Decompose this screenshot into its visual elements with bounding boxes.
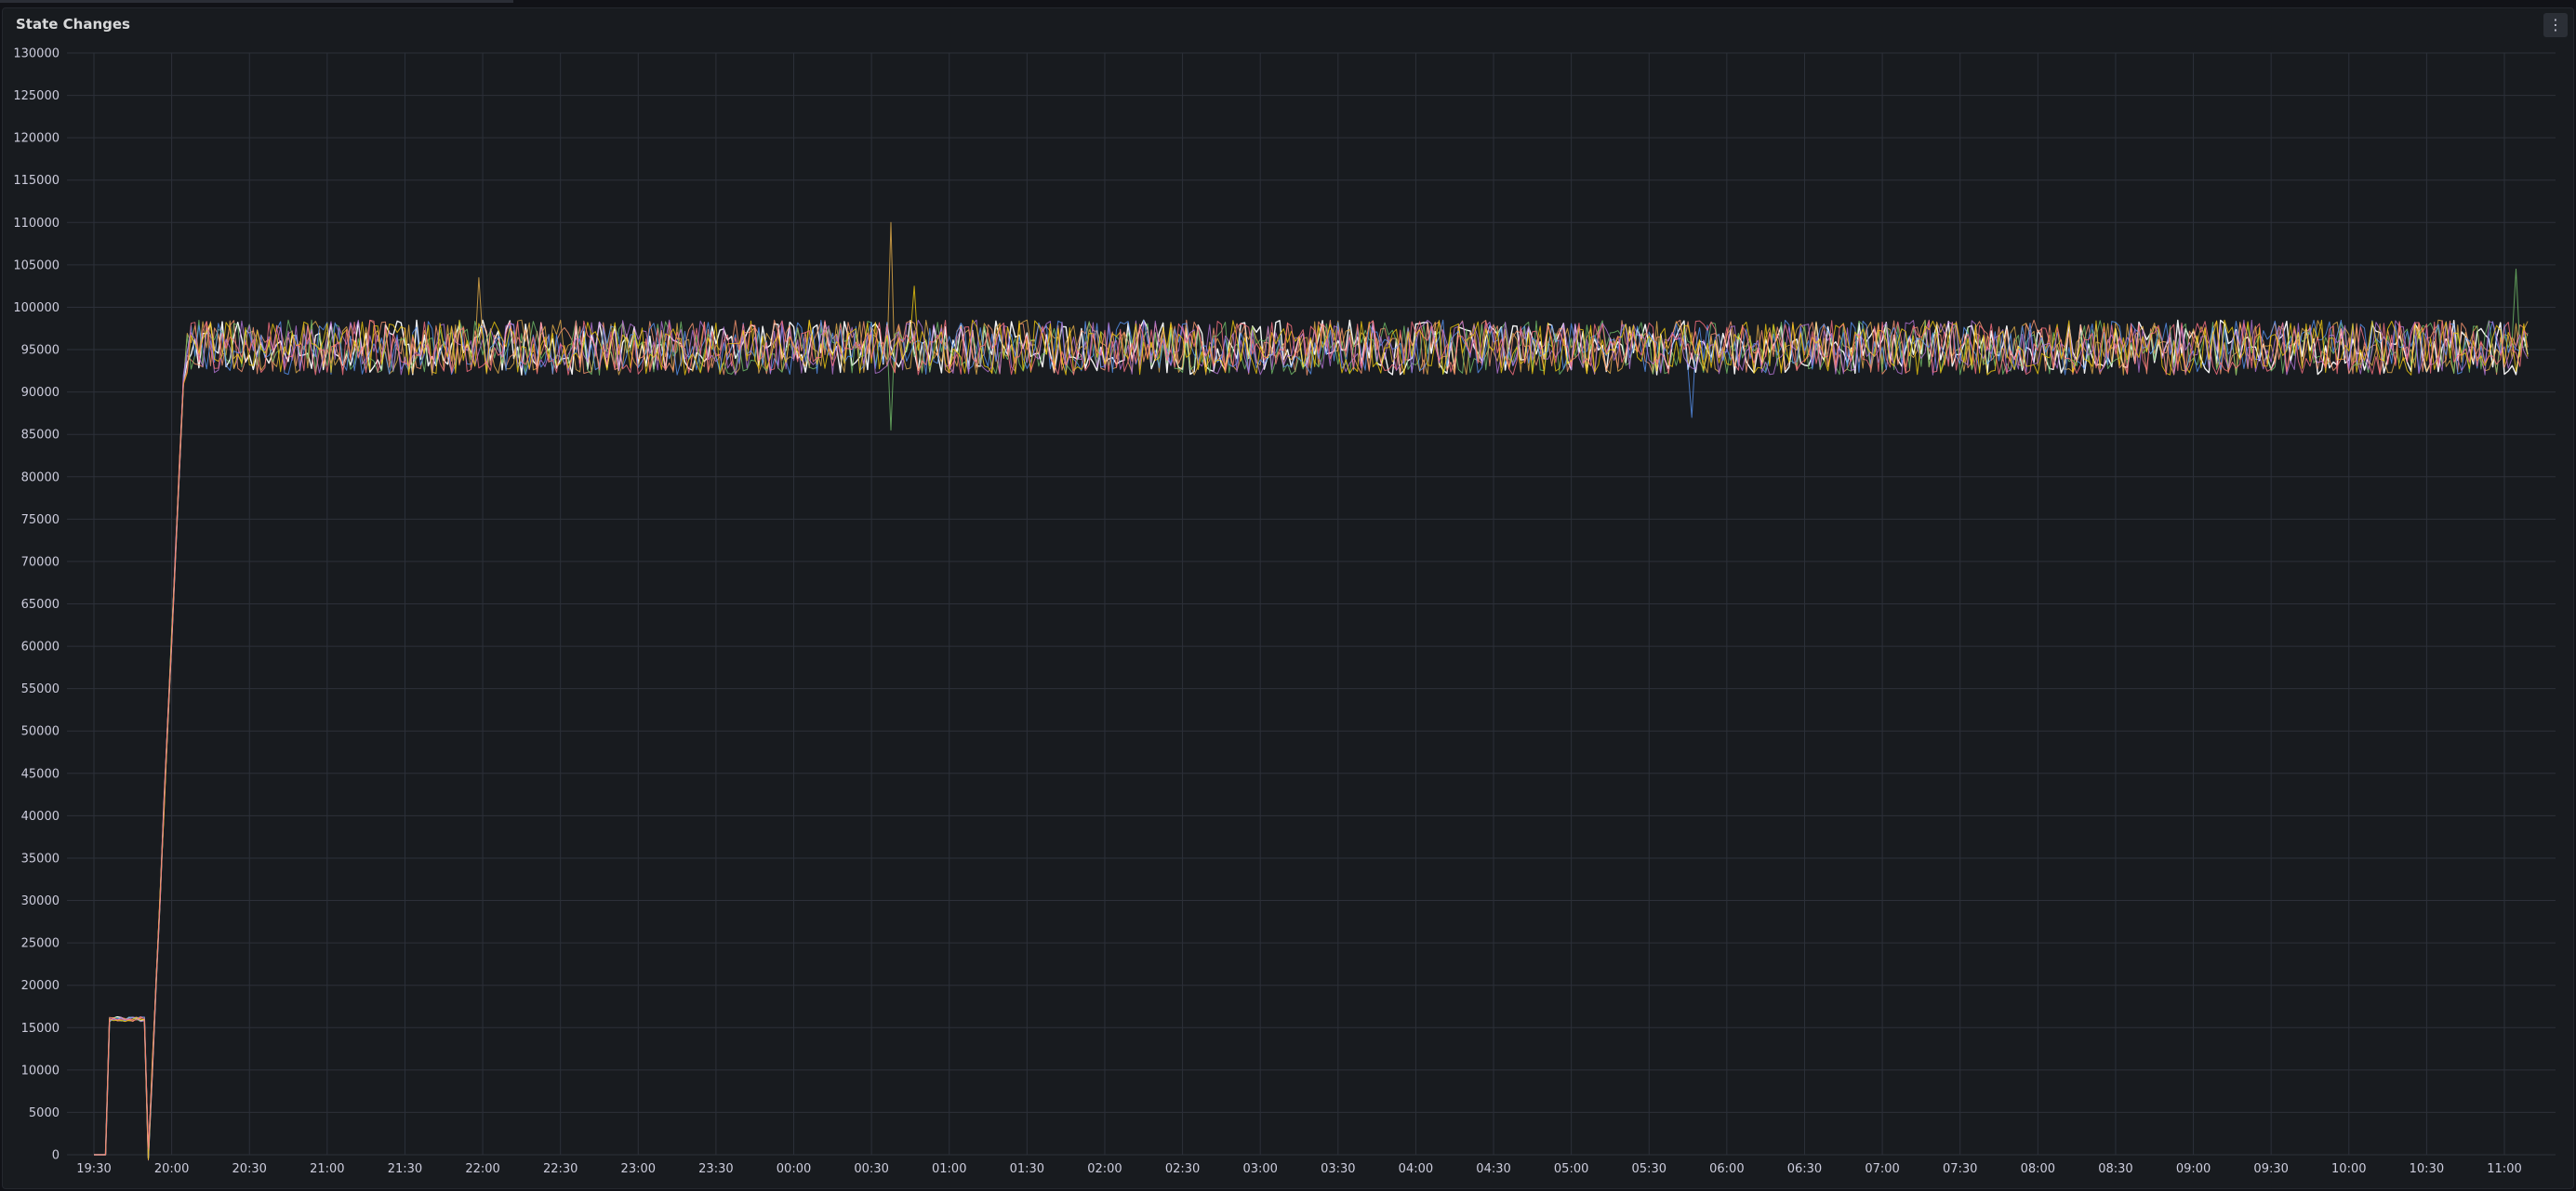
x-tick-label: 21:30: [388, 1162, 422, 1176]
y-tick-label: 30000: [21, 894, 60, 908]
x-tick-label: 19:30: [76, 1162, 111, 1176]
x-tick-label: 00:00: [777, 1162, 811, 1176]
y-tick-label: 130000: [13, 47, 60, 61]
x-tick-label: 21:00: [310, 1162, 344, 1176]
x-tick-label: 05:00: [1554, 1162, 1588, 1176]
y-tick-label: 50000: [21, 725, 60, 739]
y-tick-label: 125000: [13, 89, 60, 103]
x-tick-label: 06:00: [1709, 1162, 1744, 1176]
y-tick-label: 25000: [21, 937, 60, 951]
y-axis: 0 5000 10000 15000 20000 25000 30000 35000 40000…: [13, 47, 60, 1163]
y-tick-label: 45000: [21, 767, 60, 781]
state-changes-panel: State Changes ⋮: [2, 7, 2574, 1189]
x-tick-label: 07:00: [1865, 1162, 1899, 1176]
x-tick-label: 22:00: [465, 1162, 499, 1176]
y-tick-label: 115000: [13, 174, 60, 188]
series-line: [94, 221, 2529, 1156]
series-line: [94, 319, 2529, 1159]
x-tick-label: 05:30: [1632, 1162, 1666, 1176]
top-strip: [0, 0, 513, 3]
x-tick-label: 04:00: [1399, 1162, 1433, 1176]
y-tick-label: 75000: [21, 513, 60, 527]
x-axis: 19:30 20:00 20:30 21:00 21:30 22:00 22:30 23:00…: [76, 1162, 2521, 1176]
x-tick-label: 08:30: [2098, 1162, 2132, 1176]
series-line: [94, 319, 2529, 1156]
x-tick-label: 10:30: [2410, 1162, 2444, 1176]
x-tick-label: 02:00: [1087, 1162, 1122, 1176]
series-line: [94, 319, 2529, 1157]
y-tick-label: 120000: [13, 132, 60, 146]
x-tick-label: 04:30: [1476, 1162, 1510, 1176]
y-tick-label: 100000: [13, 301, 60, 315]
y-tick-label: 0: [52, 1149, 60, 1163]
y-tick-label: 35000: [21, 852, 60, 866]
x-tick-label: 03:30: [1321, 1162, 1355, 1176]
x-tick-label: 11:00: [2487, 1162, 2521, 1176]
x-tick-label: 00:30: [854, 1162, 888, 1176]
x-tick-label: 03:00: [1242, 1162, 1277, 1176]
panel-menu-button[interactable]: ⋮: [2543, 13, 2568, 37]
x-tick-label: 06:30: [1787, 1162, 1822, 1176]
panel-title: State Changes: [16, 16, 130, 33]
series-layer: [94, 221, 2529, 1161]
vertical-ellipsis-icon: ⋮: [2548, 16, 2563, 33]
grid-layer: [67, 52, 2556, 1156]
y-tick-label: 65000: [21, 598, 60, 612]
y-tick-label: 15000: [21, 1022, 60, 1036]
x-tick-label: 01:30: [1010, 1162, 1044, 1176]
x-tick-label: 09:30: [2253, 1162, 2288, 1176]
x-tick-label: 02:30: [1165, 1162, 1200, 1176]
y-tick-label: 40000: [21, 810, 60, 824]
x-tick-label: 07:30: [1943, 1162, 1977, 1176]
y-tick-label: 5000: [29, 1106, 60, 1120]
y-tick-label: 60000: [21, 641, 60, 655]
x-tick-label: 20:30: [232, 1162, 266, 1176]
y-tick-label: 90000: [21, 386, 60, 400]
y-tick-label: 70000: [21, 555, 60, 569]
series-line: [94, 268, 2529, 1159]
y-tick-label: 105000: [13, 258, 60, 272]
x-tick-label: 22:30: [543, 1162, 578, 1176]
series-line: [94, 319, 2529, 1156]
x-tick-label: 08:00: [2021, 1162, 2055, 1176]
x-tick-label: 23:30: [698, 1162, 733, 1176]
y-tick-label: 110000: [13, 217, 60, 231]
y-tick-label: 95000: [21, 344, 60, 358]
y-tick-label: 20000: [21, 979, 60, 993]
y-tick-label: 55000: [21, 682, 60, 696]
x-tick-label: 23:00: [621, 1162, 656, 1176]
series-line: [94, 285, 2529, 1160]
x-tick-label: 09:00: [2176, 1162, 2211, 1176]
y-tick-label: 85000: [21, 429, 60, 443]
x-tick-label: 01:00: [932, 1162, 966, 1176]
x-tick-label: 20:00: [154, 1162, 189, 1176]
y-tick-label: 80000: [21, 470, 60, 484]
y-tick-label: 10000: [21, 1064, 60, 1078]
x-tick-label: 10:00: [2331, 1162, 2366, 1176]
series-line: [94, 319, 2529, 1161]
